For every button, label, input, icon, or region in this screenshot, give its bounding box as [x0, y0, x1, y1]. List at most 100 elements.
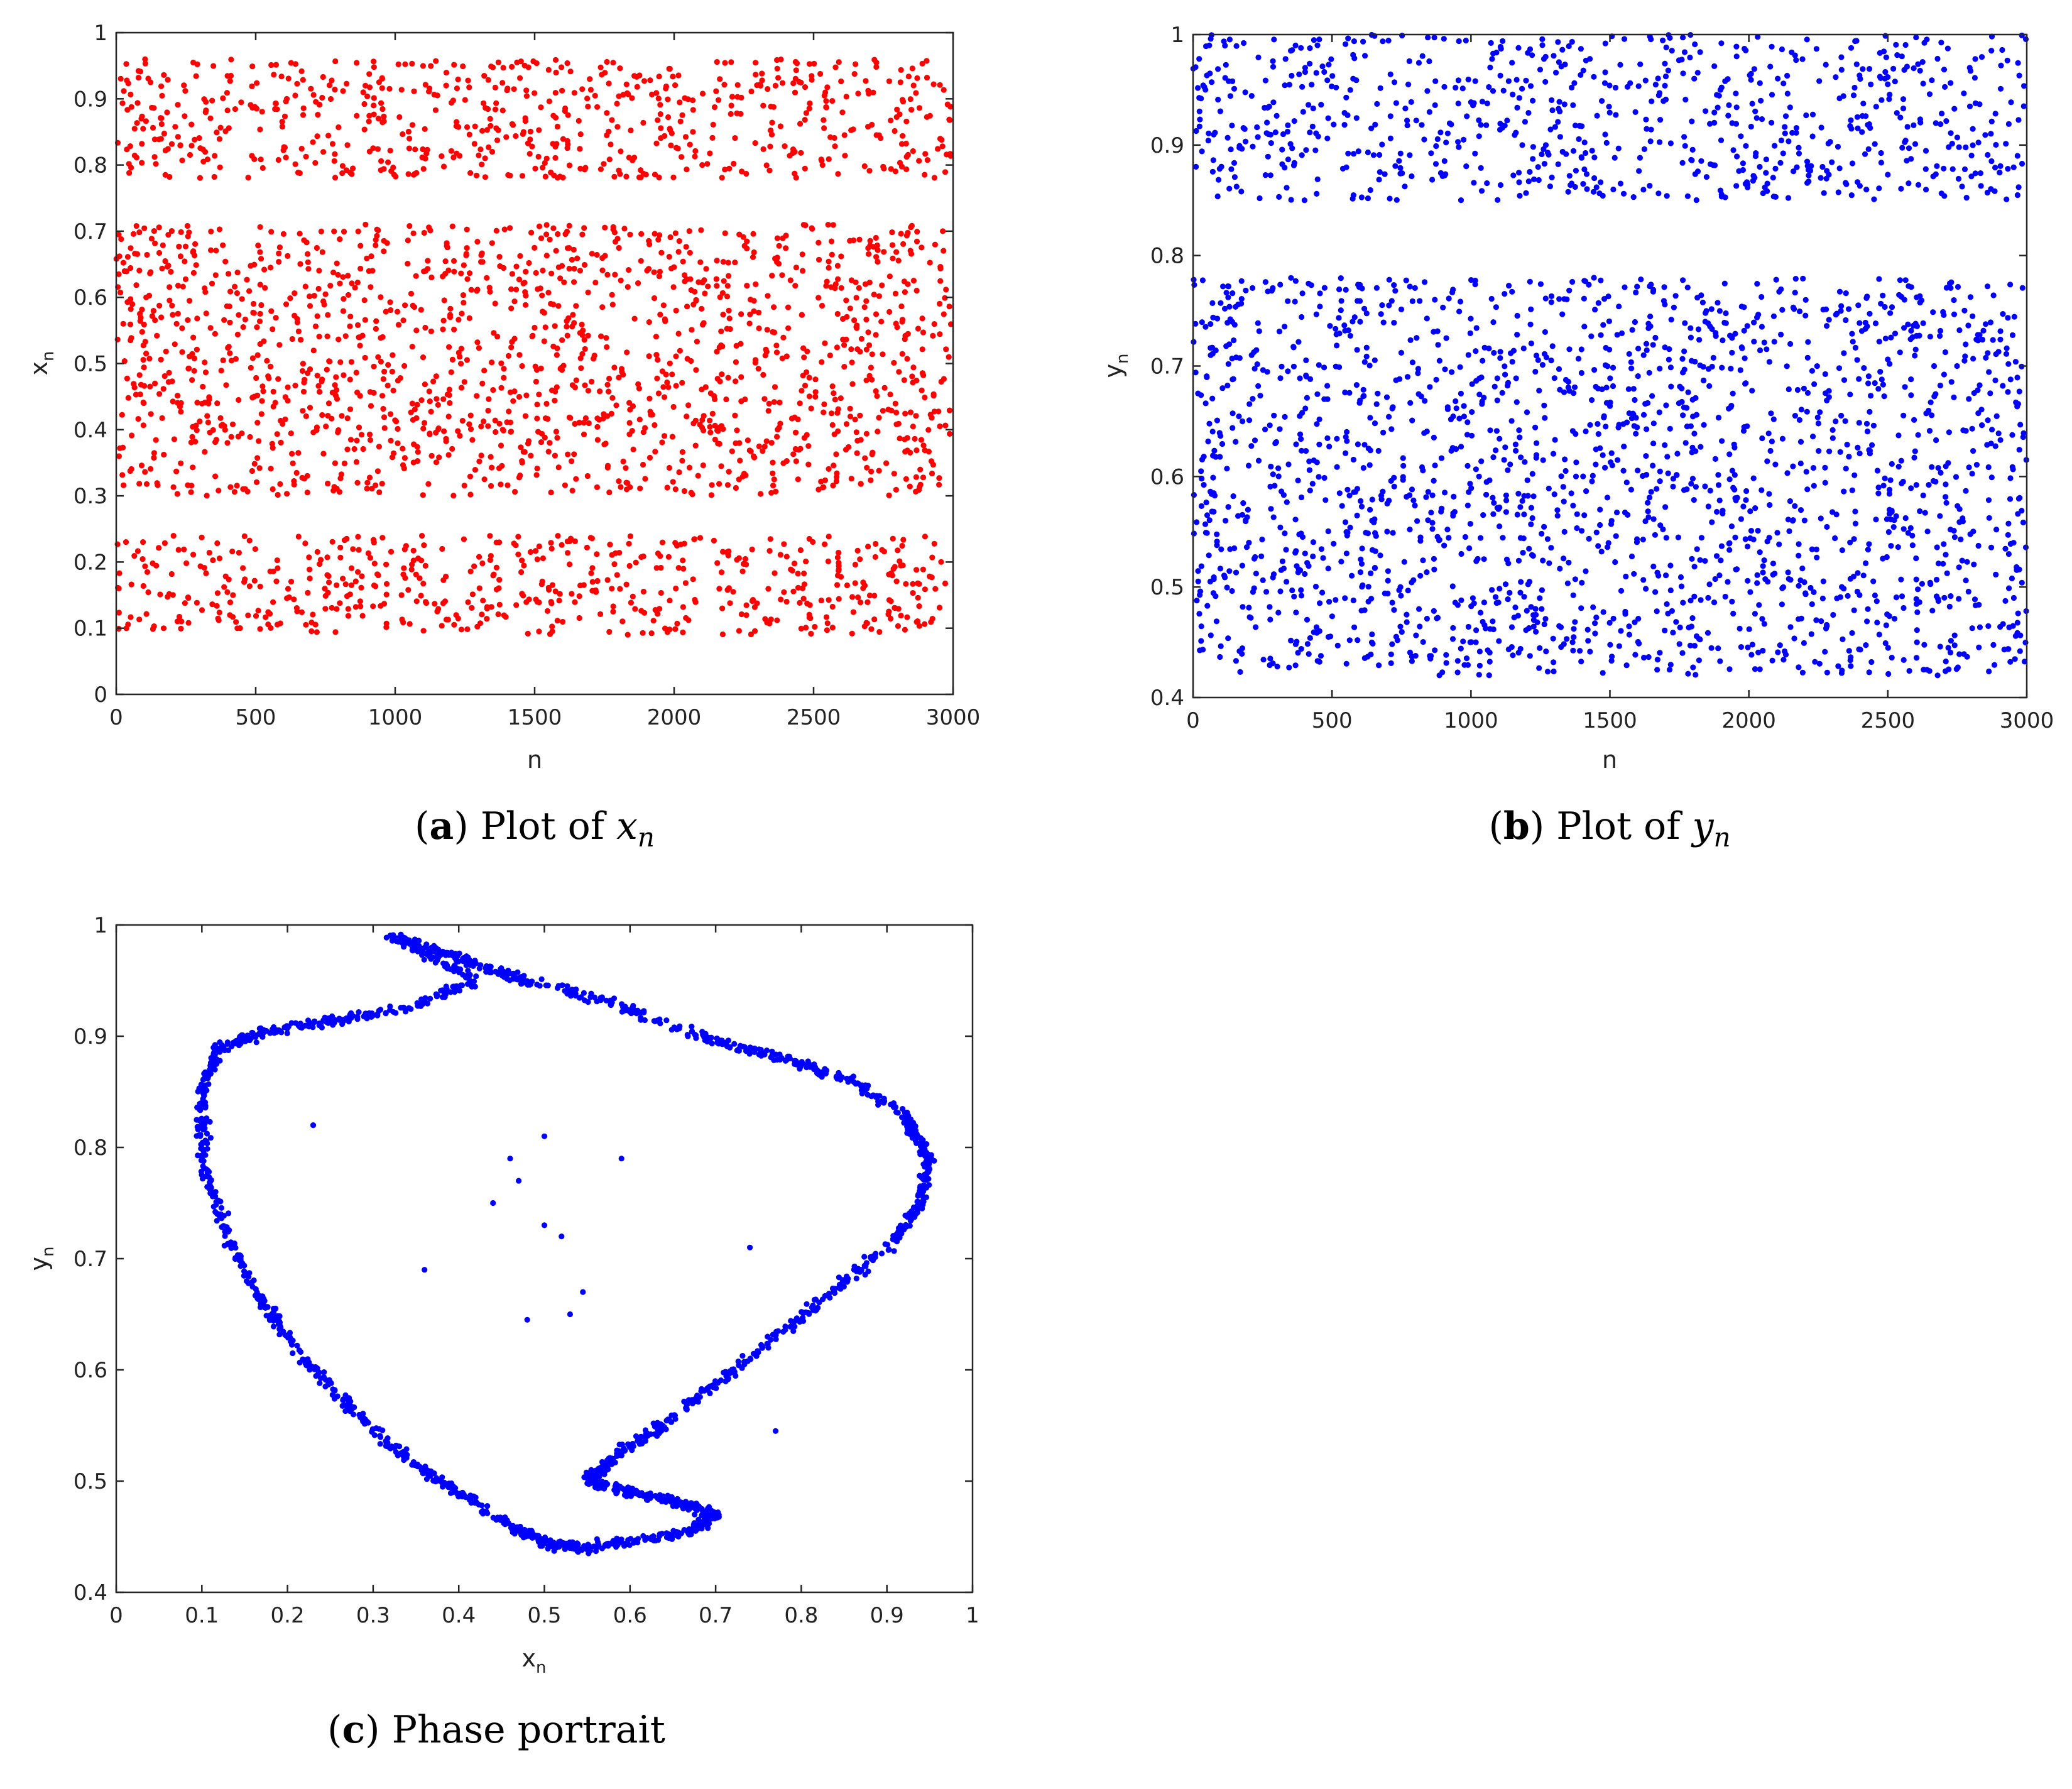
scatter-point — [175, 310, 181, 317]
scatter-point — [423, 150, 430, 156]
scatter-point — [1199, 277, 1206, 283]
scatter-point — [350, 165, 356, 172]
scatter-point — [1497, 182, 1504, 189]
scatter-point — [178, 408, 184, 415]
scatter-point — [1446, 295, 1452, 302]
scatter-point — [689, 327, 695, 333]
scatter-point — [1339, 503, 1345, 509]
scatter-point — [1491, 383, 1498, 390]
scatter-point — [1446, 535, 1452, 541]
scatter-point — [609, 586, 615, 592]
scatter-point — [769, 273, 775, 279]
scatter-point — [915, 326, 921, 332]
scatter-point — [790, 451, 797, 457]
scatter-point — [1703, 108, 1709, 114]
scatter-point — [1343, 94, 1350, 101]
scatter-point — [624, 349, 630, 356]
scatter-point — [216, 610, 222, 616]
scatter-point — [1438, 455, 1445, 461]
scatter-point — [943, 287, 949, 293]
scatter-point — [1389, 599, 1395, 606]
scatter-point — [767, 536, 773, 542]
scatter-point — [1465, 352, 1471, 358]
scatter-point — [1443, 335, 1449, 341]
scatter-point — [1214, 315, 1221, 322]
scatter-point — [1540, 56, 1547, 62]
scatter-point — [665, 114, 672, 121]
scatter-point — [1512, 441, 1519, 447]
scatter-point — [751, 249, 757, 256]
scatter-point — [268, 466, 274, 472]
scatter-point — [1349, 572, 1355, 579]
scatter-point — [1206, 552, 1212, 559]
scatter-point — [623, 479, 630, 486]
scatter-point — [1899, 293, 1905, 300]
scatter-point — [1257, 195, 1263, 202]
scatter-point — [1919, 581, 1925, 587]
scatter-point — [783, 598, 790, 605]
scatter-point — [907, 96, 913, 102]
scatter-point — [920, 566, 926, 572]
scatter-point — [1513, 447, 1519, 454]
scatter-point — [499, 107, 506, 114]
scatter-point — [528, 229, 535, 236]
scatter-point — [579, 351, 586, 357]
scatter-point — [1380, 488, 1386, 495]
scatter-point — [385, 159, 391, 165]
scatter-point — [1440, 304, 1446, 310]
scatter-point — [1954, 363, 1960, 369]
scatter-point — [1877, 50, 1883, 56]
scatter-point — [571, 90, 577, 96]
scatter-point — [692, 442, 699, 449]
scatter-point — [1572, 619, 1578, 625]
scatter-point — [305, 259, 311, 265]
scatter-point — [577, 268, 584, 274]
scatter-point — [1204, 603, 1211, 609]
scatter-point — [1517, 192, 1523, 199]
scatter-point — [410, 459, 417, 466]
scatter-point — [1489, 587, 1495, 593]
scatter-point — [1786, 528, 1792, 535]
scatter-point — [348, 582, 355, 588]
scatter-point — [2012, 656, 2018, 662]
scatter-point — [535, 153, 542, 160]
scatter-point — [892, 168, 898, 175]
scatter-point — [1787, 498, 1793, 505]
scatter-point — [1206, 420, 1213, 427]
scatter-point — [226, 271, 232, 277]
scatter-point — [465, 77, 471, 84]
scatter-point — [1290, 162, 1297, 168]
scatter-point — [1676, 57, 1682, 63]
scatter-point — [1863, 187, 1870, 193]
scatter-point — [869, 121, 875, 128]
scatter-point — [318, 228, 324, 234]
scatter-point — [1911, 122, 1917, 128]
scatter-point — [326, 579, 332, 586]
scatter-point — [1476, 133, 1482, 140]
scatter-point — [1225, 361, 1231, 367]
scatter-point — [185, 317, 191, 323]
scatter-point — [1784, 470, 1791, 476]
scatter-point — [853, 324, 859, 331]
scatter-point — [1970, 448, 1977, 454]
scatter-point — [944, 151, 950, 158]
scatter-point — [332, 382, 338, 388]
scatter-point — [1656, 409, 1662, 415]
scatter-point — [1224, 584, 1230, 591]
scatter-point — [300, 361, 306, 367]
scatter-point — [467, 491, 474, 498]
scatter-point — [1276, 328, 1283, 335]
scatter-point — [1937, 382, 1943, 389]
scatter-point — [1912, 448, 1918, 454]
scatter-point — [893, 114, 900, 120]
scatter-point — [1778, 331, 1784, 338]
scatter-point — [1708, 645, 1715, 651]
scatter-point — [574, 255, 581, 261]
scatter-point — [780, 334, 787, 341]
scatter-point — [864, 599, 871, 606]
scatter-point — [493, 586, 500, 593]
scatter-point — [1231, 174, 1238, 180]
scatter-point — [1393, 100, 1399, 106]
scatter-point — [1899, 145, 1906, 151]
scatter-point — [1887, 477, 1894, 483]
